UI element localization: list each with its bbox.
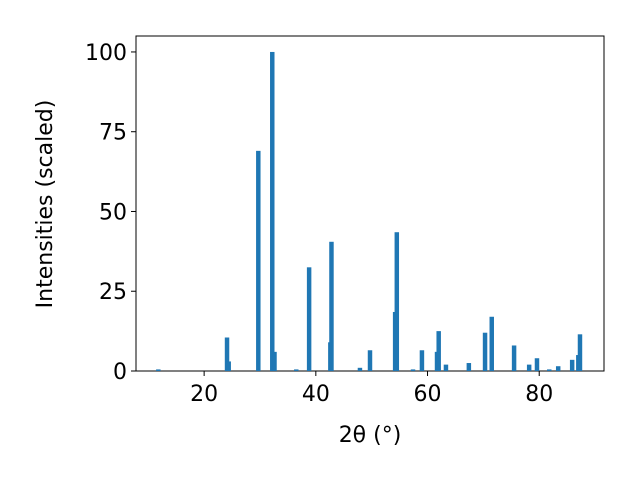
bar xyxy=(226,361,231,371)
bar xyxy=(306,267,312,371)
bar xyxy=(443,364,449,371)
x-tick-label: 60 xyxy=(414,382,442,407)
bar xyxy=(436,331,441,371)
bar xyxy=(270,51,275,371)
y-axis-label: Intensities (scaled) xyxy=(33,100,58,309)
bar xyxy=(569,359,575,371)
plot-frame xyxy=(135,35,605,372)
x-axis-label: 2θ (°) xyxy=(339,423,402,448)
x-tick-label: 40 xyxy=(302,382,330,407)
bar xyxy=(577,334,583,371)
bar xyxy=(489,316,494,371)
bar xyxy=(511,345,517,371)
bar xyxy=(357,367,363,371)
bar xyxy=(482,332,488,371)
bar xyxy=(294,369,299,371)
bar xyxy=(547,369,552,371)
bar xyxy=(256,150,261,371)
bar xyxy=(224,337,230,371)
bar xyxy=(329,241,334,371)
y-tick-label: 100 xyxy=(85,41,127,66)
y-tick-label: 25 xyxy=(99,280,127,305)
bar xyxy=(394,232,400,371)
bar xyxy=(156,369,161,371)
x-tick-label: 20 xyxy=(190,382,218,407)
bar xyxy=(419,350,425,371)
bar xyxy=(534,358,540,371)
bar xyxy=(272,351,277,371)
y-tick-label: 75 xyxy=(99,121,127,146)
bar xyxy=(410,369,416,371)
bar xyxy=(367,350,373,371)
x-tick-label: 80 xyxy=(525,382,553,407)
bar xyxy=(526,364,532,371)
y-tick-label: 0 xyxy=(113,360,127,385)
y-tick-label: 50 xyxy=(99,200,127,225)
bar xyxy=(555,366,561,371)
bar xyxy=(466,363,472,371)
